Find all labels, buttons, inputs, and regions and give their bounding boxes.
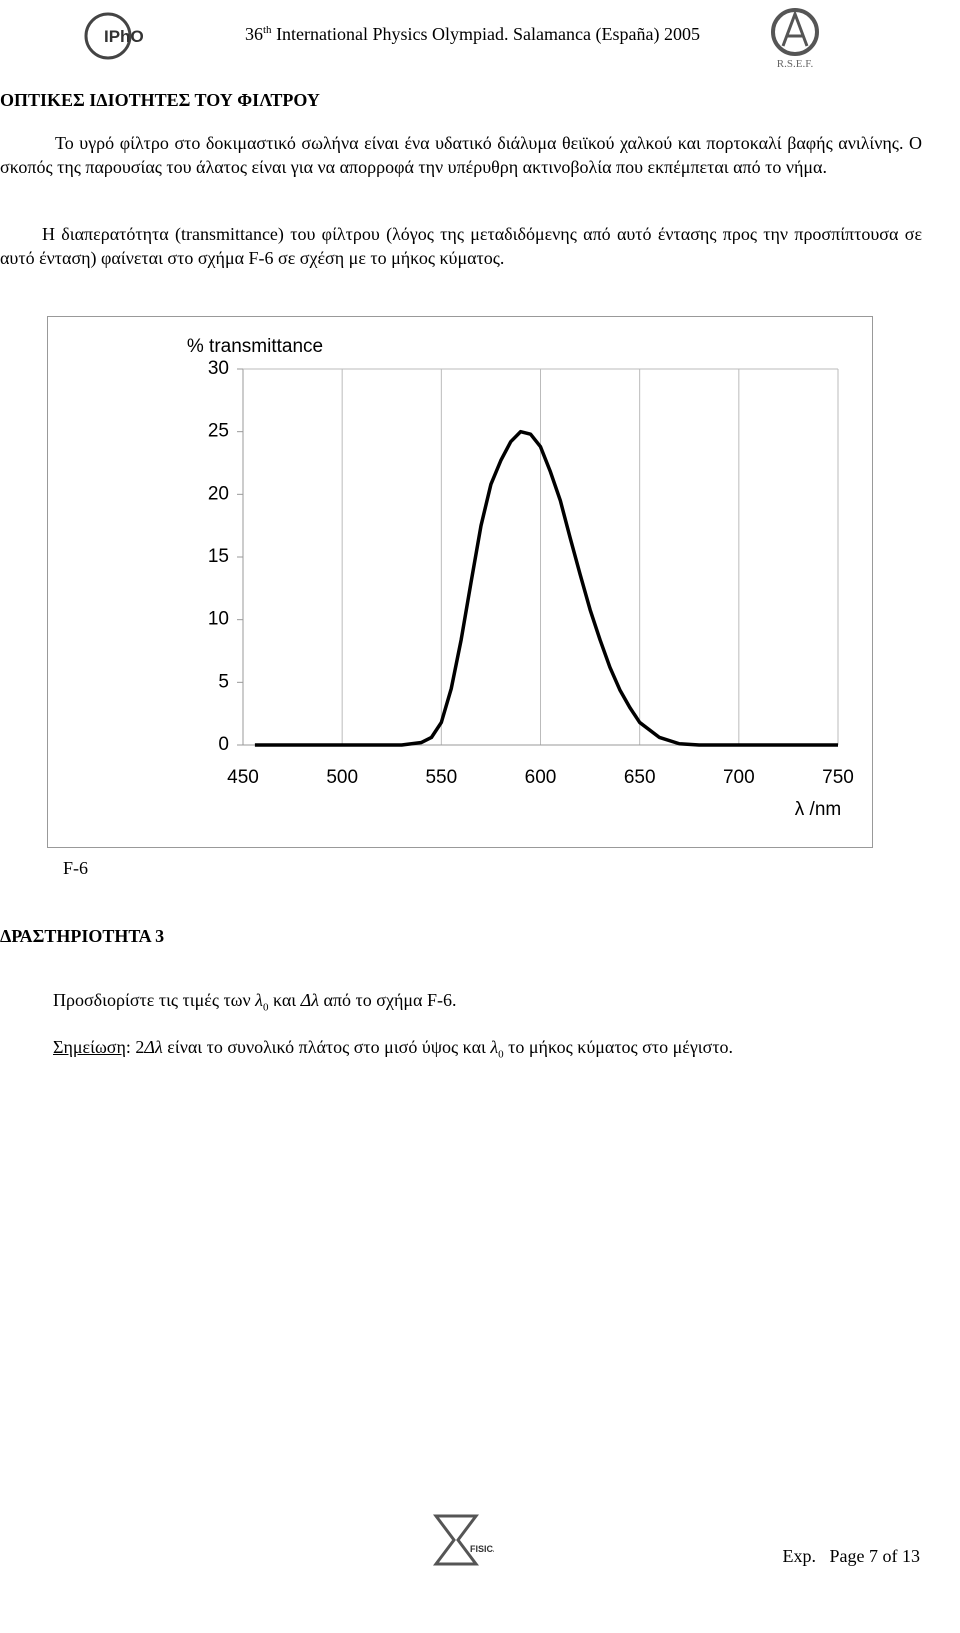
- text: Προσδιορίστε τις τιμές των: [53, 990, 256, 1010]
- subscript: 0: [262, 1001, 269, 1014]
- header-suffix: th: [263, 24, 272, 36]
- symbol: Δλ: [144, 1037, 163, 1057]
- heading: ΟΠΤΙΚΕΣ ΙΔΙΟΤΗΤΕΣ ΤΟΥ ΦΙΛΤΡΟΥ: [0, 90, 320, 110]
- paragraph: Η διαπερατότητα (transmittance) του φίλτ…: [0, 224, 922, 268]
- x-tick-label: 500: [326, 767, 358, 788]
- symbol: Δλ: [300, 990, 320, 1010]
- activity-heading: ΔΡΑΣΤΗΡΙΟΤΗΤΑ 3: [0, 926, 165, 946]
- logo-text: R.S.E.F.: [777, 58, 814, 70]
- text: και: [268, 990, 301, 1010]
- x-tick-label: 650: [624, 767, 656, 788]
- subscript: 0: [498, 1048, 504, 1061]
- paragraph: Το υγρό φίλτρο στο δοκιμαστικό σωλήνα εί…: [0, 133, 922, 177]
- page-number: Exp. Page 7 of 13: [782, 1546, 920, 1566]
- chart: % transmittance λ /nm 450 500 550 600 650 700…: [47, 316, 873, 848]
- y-axis-label: % transmittance: [187, 336, 323, 357]
- logo-text: IPhO: [104, 27, 144, 46]
- x-axis-label: λ /nm: [795, 799, 841, 820]
- note: Σημείωση: 2Δλ είναι το συνολικό πλάτος σ…: [53, 1037, 733, 1061]
- chart-frame: [47, 316, 873, 848]
- task: Προσδιορίστε τις τιμές των λ0 και Δλ από…: [53, 990, 456, 1014]
- data-line: [254, 429, 838, 747]
- text: : 2: [125, 1037, 145, 1057]
- text: είναι το συνολικό πλάτος στο μισό ύψος κ…: [162, 1037, 491, 1057]
- logo-text: FISICA 2005: [470, 1544, 494, 1554]
- y-tick-label: 5: [218, 671, 229, 692]
- footer-logo: FISICA 2005: [433, 1514, 494, 1566]
- note-label: Σημείωση: [53, 1037, 126, 1057]
- right-logo: R.S.E.F.: [771, 8, 819, 70]
- header-ordinal: 36: [245, 24, 263, 44]
- y-tick-label: 30: [208, 358, 229, 379]
- x-tick-label: 700: [723, 767, 755, 788]
- header-title: International Physics Olympiad. Salamanc…: [276, 24, 700, 44]
- y-tick-label: 0: [218, 734, 229, 755]
- left-logo: IPhO: [84, 12, 144, 60]
- x-tick-label: 550: [425, 767, 457, 788]
- x-tick-label: 450: [227, 767, 259, 788]
- x-tick-label: 750: [822, 767, 854, 788]
- x-tick-label: 600: [525, 767, 557, 788]
- y-tick-label: 15: [208, 546, 229, 567]
- y-tick-label: 25: [208, 421, 229, 442]
- text: από το σχήμα F-6.: [319, 990, 457, 1010]
- figure-label: F-6: [63, 858, 89, 878]
- header: 36th International Physics Olympiad. Sal…: [245, 24, 700, 45]
- y-tick-label: 20: [208, 483, 229, 504]
- text: το μήκος κύματος στο μέγιστο.: [503, 1037, 734, 1057]
- y-tick-label: 10: [208, 609, 229, 630]
- symbol: λ: [490, 1037, 499, 1057]
- symbol: λ: [255, 990, 263, 1010]
